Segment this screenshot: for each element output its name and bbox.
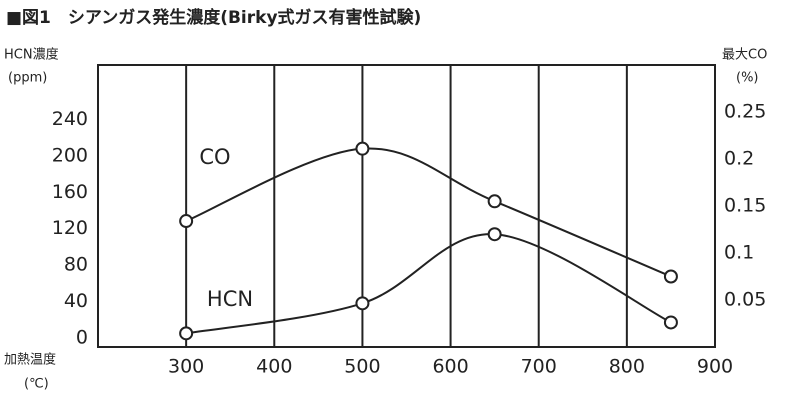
data-point (179, 326, 194, 341)
y-tick-label: 240 (52, 108, 88, 130)
data-point (487, 227, 502, 242)
series-line (185, 233, 672, 335)
data-point (487, 194, 502, 209)
x-tick-label: 900 (697, 356, 733, 378)
chart-title: ■図1 シアンガス発生濃度(Birky式ガス有害性試験) (6, 7, 421, 28)
x-tick-label: 500 (344, 356, 380, 378)
y2-tick-label: 0.05 (724, 289, 766, 311)
series-label: HCN (207, 287, 253, 311)
y-tick-label: 160 (52, 181, 88, 203)
y2-axis-title: 最大CO (722, 48, 767, 63)
data-point (663, 315, 678, 330)
y-tick-label: 0 (76, 326, 88, 348)
data-point (663, 269, 678, 284)
x-tick-label: 800 (609, 356, 645, 378)
y-tick-label: 200 (52, 144, 88, 166)
x-tick-label: 700 (521, 356, 557, 378)
x-tick-label: 600 (432, 356, 468, 378)
y-tick-label: 40 (64, 290, 88, 312)
data-point (179, 214, 194, 229)
y-tick-label: 80 (64, 254, 88, 276)
data-point (355, 296, 370, 311)
y2-tick-label: 0.25 (724, 101, 766, 123)
data-point (355, 141, 370, 156)
x-axis-title: 加熱温度 (4, 352, 56, 368)
y2-tick-label: 0.2 (724, 148, 754, 170)
x-axis-unit: (℃) (24, 377, 49, 392)
y2-tick-label: 0.15 (724, 195, 766, 217)
y2-axis-unit: (%) (736, 71, 759, 86)
x-tick-label: 300 (168, 356, 204, 378)
plot-frame (97, 64, 716, 348)
x-tick-label: 400 (256, 356, 292, 378)
series-line (185, 147, 672, 278)
series-label: CO (199, 145, 230, 169)
y-tick-label: 120 (52, 217, 88, 239)
y-axis-unit: (ppm) (8, 71, 47, 86)
y2-tick-label: 0.1 (724, 242, 754, 264)
y-axis-title: HCN濃度 (4, 47, 59, 63)
